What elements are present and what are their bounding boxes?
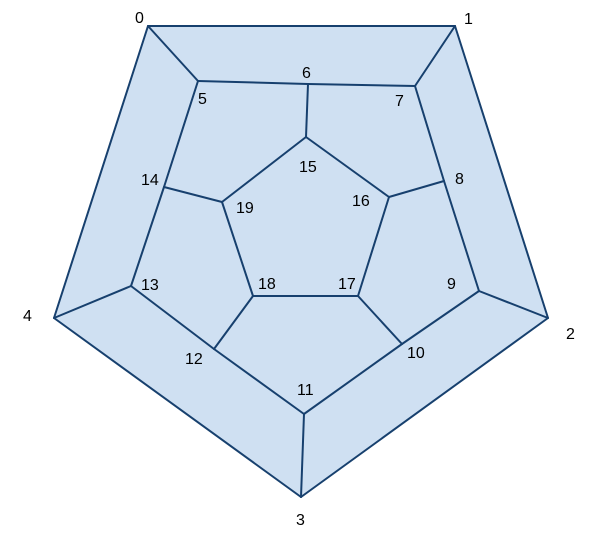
edge-12-13 (130, 285, 215, 350)
edge-19-15 (221, 136, 307, 203)
edge-11-12 (213, 348, 305, 415)
vertex-label-1: 1 (464, 11, 473, 28)
vertex-label-16: 16 (352, 193, 370, 210)
edge-14-19 (163, 186, 223, 203)
edge-7-8 (414, 85, 445, 182)
edge-5-6 (197, 80, 309, 85)
edge-14-5 (163, 80, 199, 188)
vertex-label-11: 11 (297, 382, 314, 399)
vertex-label-10: 10 (407, 345, 425, 362)
vertex-label-15: 15 (299, 159, 317, 176)
vertex-label-2: 2 (566, 326, 575, 343)
vertex-label-17: 17 (338, 276, 356, 293)
edge-4-0 (53, 25, 149, 319)
edge-2-9 (478, 290, 549, 319)
vertex-label-14: 14 (141, 172, 159, 189)
edge-1-2 (454, 25, 549, 319)
vertex-label-19: 19 (236, 200, 254, 217)
vertex-label-7: 7 (395, 93, 404, 110)
vertex-label-3: 3 (296, 512, 305, 529)
vertex-label-18: 18 (258, 276, 276, 293)
vertex-label-8: 8 (455, 171, 464, 188)
vertex-label-0: 0 (135, 10, 144, 27)
edge-8-9 (443, 180, 480, 292)
edge-13-14 (130, 186, 165, 287)
vertex-label-4: 4 (23, 308, 32, 325)
edge-8-16 (388, 180, 445, 198)
edge-2-3 (300, 317, 549, 498)
edge-9-10 (401, 290, 480, 345)
edge-10-11 (303, 343, 403, 415)
edge-10-17 (357, 295, 403, 345)
vertex-label-9: 9 (447, 276, 456, 293)
vertex-label-12: 12 (185, 351, 203, 368)
vertex-label-6: 6 (302, 65, 311, 82)
edge-18-19 (221, 201, 254, 297)
edge-16-17 (357, 196, 390, 297)
edge-3-11 (300, 413, 305, 498)
edge-group (53, 25, 549, 498)
edge-15-16 (305, 136, 390, 198)
edge-3-4 (53, 317, 302, 498)
edge-6-15 (305, 83, 309, 138)
graph-face-fill (54, 26, 548, 497)
edge-0-5 (147, 25, 199, 82)
edge-4-13 (53, 285, 132, 319)
edge-1-7 (414, 25, 456, 87)
vertex-label-5: 5 (198, 91, 207, 108)
edge-12-18 (213, 295, 254, 350)
edge-6-7 (307, 83, 416, 87)
vertex-label-13: 13 (141, 277, 159, 294)
